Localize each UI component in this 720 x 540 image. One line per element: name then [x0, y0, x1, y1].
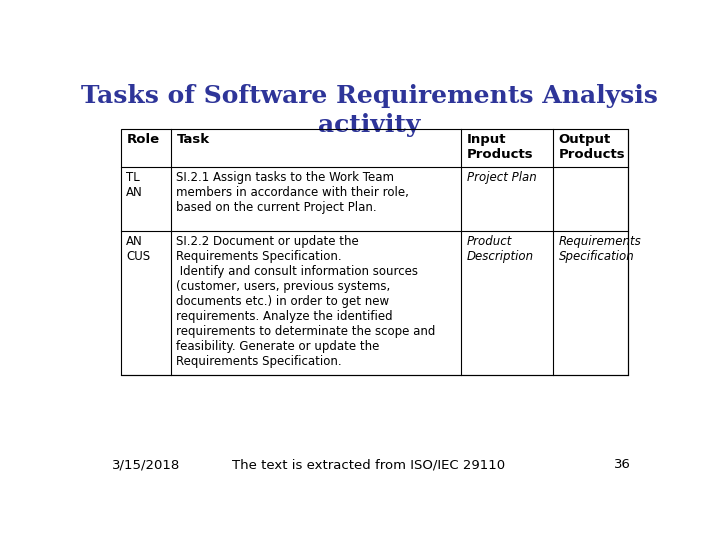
Bar — [121, 129, 629, 375]
Text: 3/15/2018: 3/15/2018 — [112, 458, 181, 471]
Text: TL
AN: TL AN — [126, 171, 143, 199]
Text: SI.2.1 Assign tasks to the Work Team
members in accordance with their role,
base: SI.2.1 Assign tasks to the Work Team mem… — [176, 171, 410, 214]
Text: Task: Task — [176, 133, 210, 146]
Text: Output
Products: Output Products — [559, 133, 626, 161]
Text: AN
CUS: AN CUS — [126, 235, 150, 264]
Text: Tasks of Software Requirements Analysis
activity: Tasks of Software Requirements Analysis … — [81, 84, 657, 137]
Text: Project Plan: Project Plan — [467, 171, 536, 184]
Text: The text is extracted from ISO/IEC 29110: The text is extracted from ISO/IEC 29110 — [233, 458, 505, 471]
Text: SI.2.2 Document or update the
Requirements Specification.
 Identify and consult : SI.2.2 Document or update the Requiremen… — [176, 235, 436, 368]
Text: 36: 36 — [614, 458, 631, 471]
Text: Requirements
Specification: Requirements Specification — [559, 235, 642, 264]
Text: Input
Products: Input Products — [467, 133, 534, 161]
Text: Product
Description: Product Description — [467, 235, 534, 264]
Text: Role: Role — [126, 133, 159, 146]
